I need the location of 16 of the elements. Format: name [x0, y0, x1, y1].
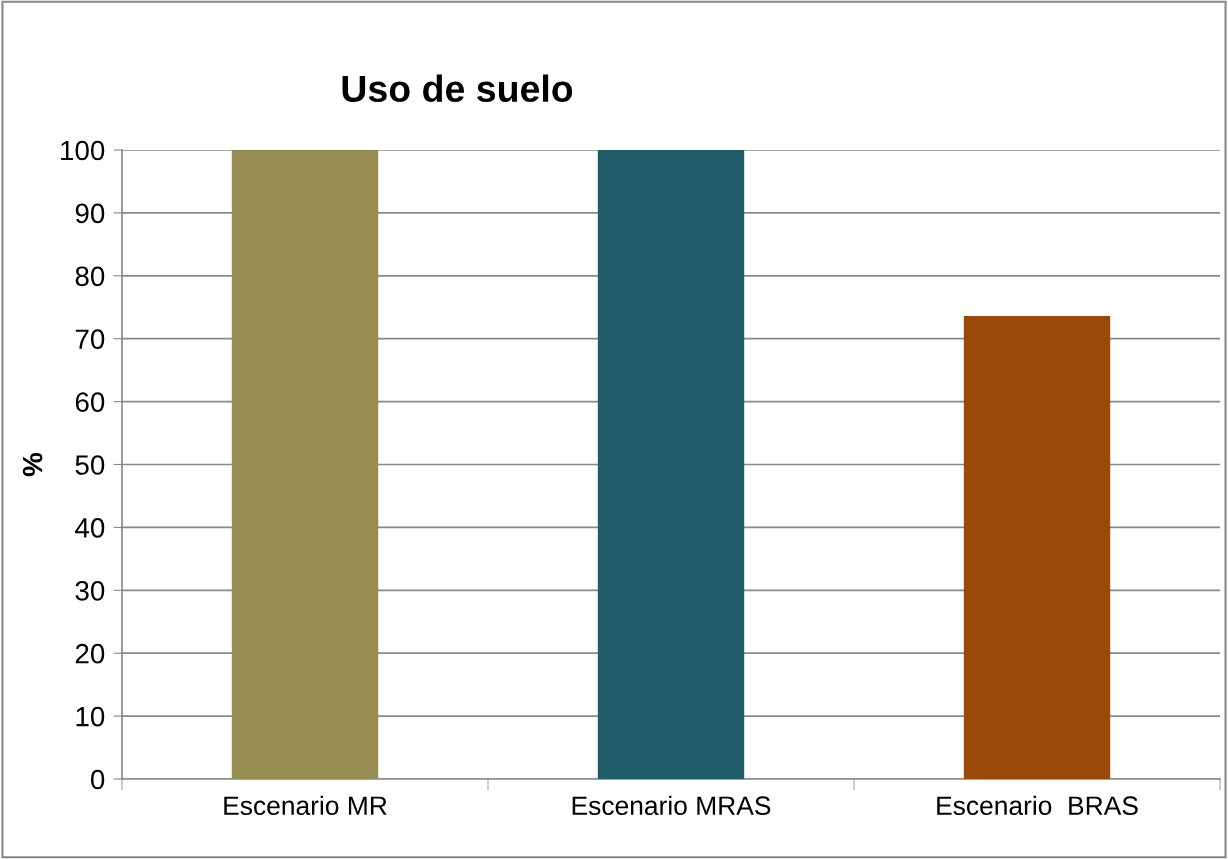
chart-title: Uso de suelo [342, 74, 573, 103]
y-tick-label: 40 [75, 518, 105, 538]
y-tick-label: 0 [90, 769, 105, 790]
y-tick-label: 50 [75, 455, 105, 475]
y-tick-label: 90 [75, 203, 105, 224]
y-tick-label: 20 [75, 643, 105, 664]
y-tick-label: 10 [76, 706, 105, 727]
x-tick-label: Escenario MR [224, 795, 387, 816]
y-tick-label: 70 [75, 329, 105, 350]
y-tick-label: 100 [61, 140, 105, 161]
y-tick-label: 60 [75, 392, 105, 412]
y-tick-label: 80 [75, 266, 105, 287]
y-tick-label: 30 [75, 580, 105, 601]
x-tick-label: Escenario MRAS [572, 795, 771, 816]
x-tick-label: Escenario BRAS [937, 795, 1138, 816]
y-axis-title: % [22, 452, 43, 477]
